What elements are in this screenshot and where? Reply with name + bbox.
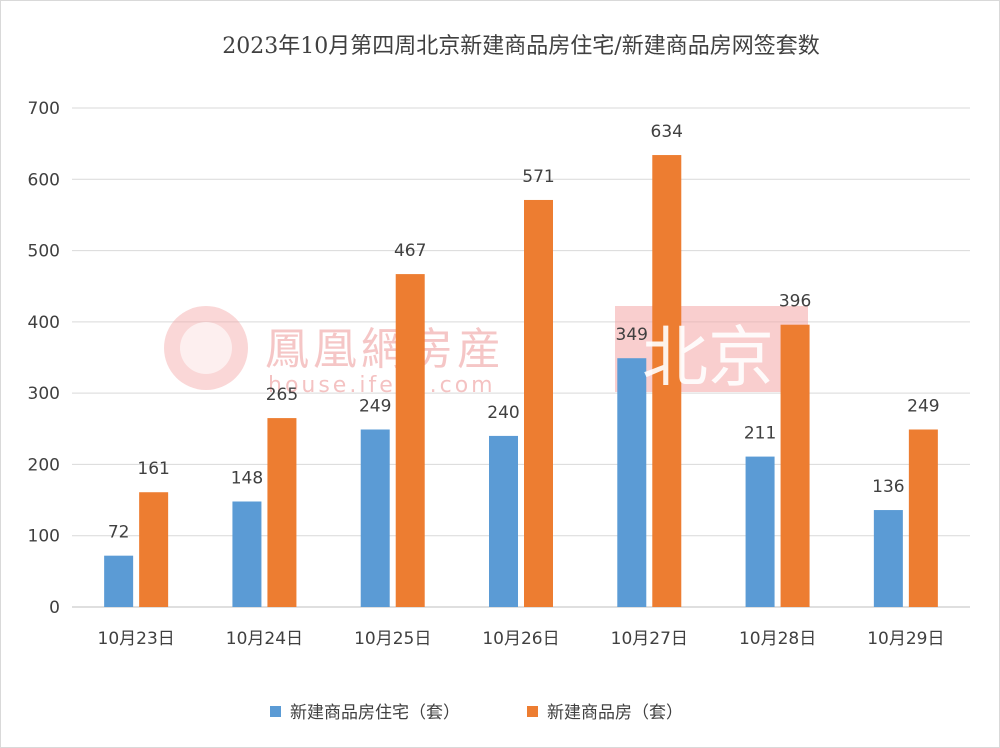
y-tick-label: 0	[49, 598, 60, 618]
x-tick-label: 10月29日	[867, 629, 944, 649]
data-label: 249	[359, 396, 391, 416]
y-axis: 0 100 200 300 400 500 600 700	[28, 99, 60, 618]
y-tick-label: 700	[28, 99, 60, 119]
data-label: 240	[487, 403, 519, 423]
x-tick-label: 10月27日	[611, 629, 688, 649]
watermark-url: house.ifeng.com	[268, 373, 496, 398]
chart-title: 2023年10月第四周北京新建商品房住宅/新建商品房网签套数	[222, 34, 819, 59]
bar-commercial	[139, 492, 169, 607]
watermark-city-box	[615, 306, 808, 392]
bar-commercial	[908, 429, 938, 607]
bar-residential	[232, 501, 262, 607]
data-label: 211	[744, 424, 776, 444]
data-label: 396	[779, 292, 811, 312]
bar-residential	[489, 435, 518, 607]
x-tick-label: 10月23日	[98, 629, 175, 649]
data-label: 148	[231, 468, 263, 488]
bar-commercial	[652, 155, 682, 607]
x-tick-label: 10月25日	[354, 629, 431, 649]
data-label: 467	[394, 241, 426, 261]
bar-residential	[745, 456, 775, 607]
bar-commercial	[395, 274, 425, 607]
y-tick-label: 100	[28, 527, 60, 547]
watermark: 鳳凰網房産 house.ifeng.com	[164, 306, 808, 398]
watermark-brand: 鳳凰網房産	[265, 324, 505, 375]
data-label: 249	[907, 396, 939, 416]
data-label: 349	[616, 325, 648, 345]
bar-residential	[104, 555, 134, 607]
y-tick-label: 400	[28, 313, 60, 333]
bar-residential	[873, 510, 903, 607]
watermark-city: 北京	[642, 319, 774, 396]
y-tick-label: 300	[28, 384, 60, 404]
x-tick-label: 10月28日	[739, 629, 816, 649]
data-label: 136	[872, 477, 904, 497]
legend-label: 新建商品房（套）	[547, 703, 683, 723]
data-label: 265	[266, 385, 298, 405]
x-axis: 10月23日 10月24日 10月25日 10月26日 10月27日 10月28日 10月2…	[98, 629, 945, 649]
bar-commercial	[524, 199, 553, 608]
data-labels: 72 161 148 265 249 467 240 571 349 634 211 396 136 24…	[108, 122, 940, 543]
bar-commercial	[267, 418, 297, 607]
bar-commercial	[780, 324, 810, 607]
legend: 新建商品房住宅（套） 新建商品房（套）	[270, 703, 683, 723]
legend-swatch	[527, 706, 538, 717]
legend-label: 新建商品房住宅（套）	[290, 703, 460, 723]
bar-series	[104, 155, 938, 608]
bar-residential	[360, 429, 390, 607]
gridlines	[72, 107, 970, 608]
data-label: 161	[137, 459, 169, 479]
ifeng-logo-inner-icon	[180, 322, 232, 374]
y-tick-label: 600	[28, 170, 60, 190]
data-label: 571	[522, 167, 554, 187]
y-tick-label: 200	[28, 455, 60, 475]
x-tick-label: 10月26日	[482, 629, 559, 649]
y-tick-label: 500	[28, 242, 60, 262]
bar-residential	[617, 358, 647, 607]
data-label: 72	[108, 523, 130, 543]
data-label: 634	[651, 122, 683, 142]
legend-swatch	[270, 706, 281, 717]
x-tick-label: 10月24日	[226, 629, 303, 649]
